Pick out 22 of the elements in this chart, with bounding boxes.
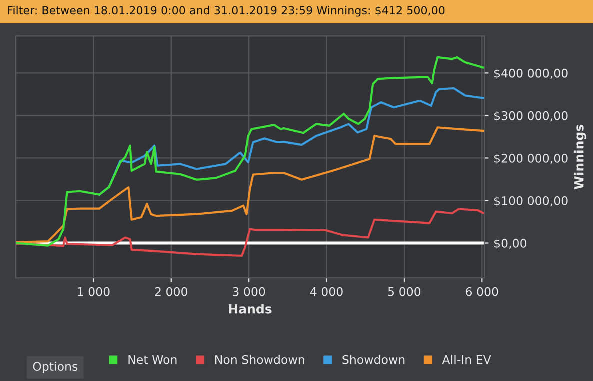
y-tick-label: $100 000,00: [494, 196, 568, 207]
legend-label: Net Won: [128, 356, 177, 364]
x-tick-label: 3 000: [233, 287, 266, 296]
y-tick-label: $0,00: [494, 238, 527, 250]
line-series: [16, 126, 484, 244]
x-tick-label: 1 000: [78, 287, 110, 296]
y-tick-label: $400 000,00: [494, 68, 568, 80]
y-tick-label: $300 000,00: [494, 111, 568, 122]
line-series: [16, 56, 484, 247]
x-tick-label: 6 000: [466, 287, 498, 296]
chart-title: Filter: Between 18.01.2019 0:00 and 31.01.2019 23:59 Winnings: $412 500,00: [8, 6, 445, 17]
legend-label: Non Showdown: [216, 355, 304, 364]
y-axis-title: Winnings: [574, 125, 586, 190]
x-tick-label: 2 000: [155, 287, 188, 296]
x-tick-label: 4 000: [310, 287, 343, 296]
legend-label: Showdown: [342, 355, 405, 364]
text: Options: [33, 362, 78, 374]
legend-label: All-In EV: [442, 355, 492, 364]
line-series: [16, 208, 484, 258]
x-axis-title: Hands: [229, 304, 272, 314]
x-tick-label: 5 000: [388, 287, 421, 296]
y-tick-label: $200 000,00: [494, 154, 568, 164]
